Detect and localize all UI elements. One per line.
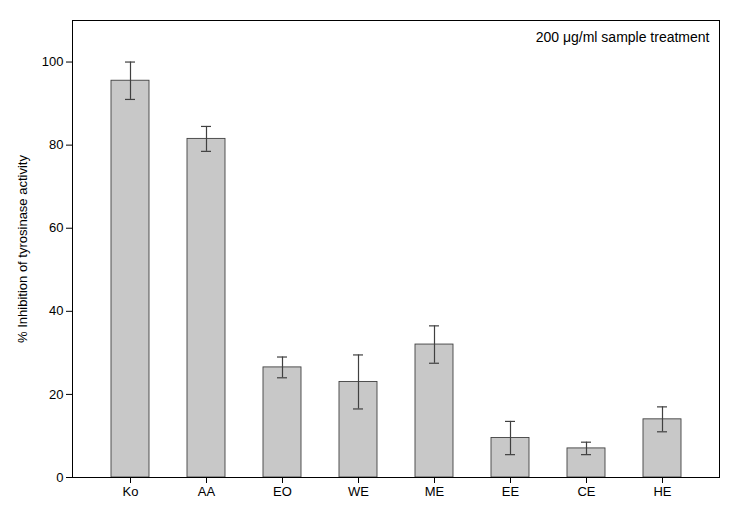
svg-text:EE: EE <box>502 484 520 499</box>
svg-text:CE: CE <box>577 484 595 499</box>
svg-text:% Inhibition of tyrosinase act: % Inhibition of tyrosinase activity <box>15 155 30 343</box>
svg-text:200 μg/ml sample treatment: 200 μg/ml sample treatment <box>536 29 710 45</box>
svg-text:0: 0 <box>56 470 63 485</box>
svg-text:HE: HE <box>653 484 671 499</box>
svg-text:100: 100 <box>42 54 64 69</box>
svg-text:WE: WE <box>348 484 369 499</box>
svg-text:ME: ME <box>425 484 445 499</box>
svg-text:AA: AA <box>198 484 216 499</box>
svg-text:Ko: Ko <box>123 484 139 499</box>
svg-text:80: 80 <box>49 137 63 152</box>
svg-text:EO: EO <box>273 484 292 499</box>
svg-text:20: 20 <box>49 387 63 402</box>
svg-text:60: 60 <box>49 220 63 235</box>
svg-text:40: 40 <box>49 303 63 318</box>
